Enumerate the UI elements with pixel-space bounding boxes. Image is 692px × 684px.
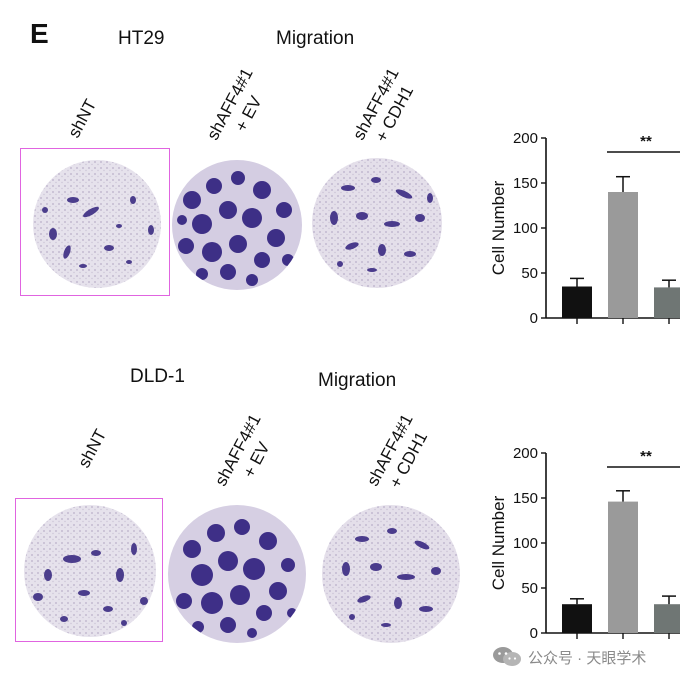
cell-line-title-ht29: HT29	[118, 28, 165, 49]
y-tick-label: 150	[513, 175, 538, 192]
bar	[608, 501, 638, 633]
y-tick-label: 0	[530, 625, 538, 642]
assay-title-row2: Migration	[318, 370, 397, 391]
highlight-frame	[15, 498, 163, 642]
bar	[562, 604, 592, 633]
y-tick-label: 200	[513, 445, 538, 462]
condition-label: shNT	[64, 96, 101, 141]
migration-well-image	[172, 160, 302, 290]
condition-label: shAFF4#1 + EV	[211, 410, 274, 490]
migration-well-image	[168, 505, 306, 643]
condition-label: shAFF4#1 + EV	[203, 64, 266, 144]
bar	[654, 287, 680, 318]
migration-well-image	[312, 158, 442, 288]
significance-label: **	[640, 448, 652, 465]
condition-label: shAFF4#1 + CDH1	[349, 64, 418, 146]
bar-chart-ht29: 0 50 100 150 200 Cell Number **	[489, 130, 680, 327]
bar	[654, 604, 680, 633]
wechat-icon	[493, 647, 521, 666]
condition-label: shAFF4#1 + CDH1	[363, 410, 432, 492]
watermark: 公众号 · 天眼学术	[492, 646, 646, 668]
bar	[562, 286, 592, 318]
y-axis-label: Cell Number	[489, 495, 508, 590]
significance-label: **	[640, 133, 652, 150]
y-axis-label: Cell Number	[489, 180, 508, 275]
cell-line-title-dld1: DLD-1	[130, 366, 185, 387]
migration-well-image	[33, 160, 161, 288]
migration-well-image	[322, 505, 460, 643]
y-tick-label: 150	[513, 490, 538, 507]
bar	[608, 192, 638, 318]
y-tick-label: 100	[513, 535, 538, 552]
highlight-frame	[20, 148, 170, 296]
y-tick-label: 0	[530, 310, 538, 327]
y-tick-label: 100	[513, 220, 538, 237]
condition-label: shNT	[74, 426, 111, 471]
migration-well-image	[24, 505, 156, 637]
y-tick-label: 50	[521, 580, 538, 597]
y-tick-label: 200	[513, 130, 538, 147]
watermark-text: 公众号 · 天眼学术	[528, 649, 647, 667]
bar-chart-dld1: 0 50 100 150 200 Cell Number **	[489, 445, 680, 642]
y-tick-label: 50	[521, 265, 538, 282]
panel-label: E	[30, 18, 49, 49]
assay-title-row1: Migration	[276, 28, 355, 49]
